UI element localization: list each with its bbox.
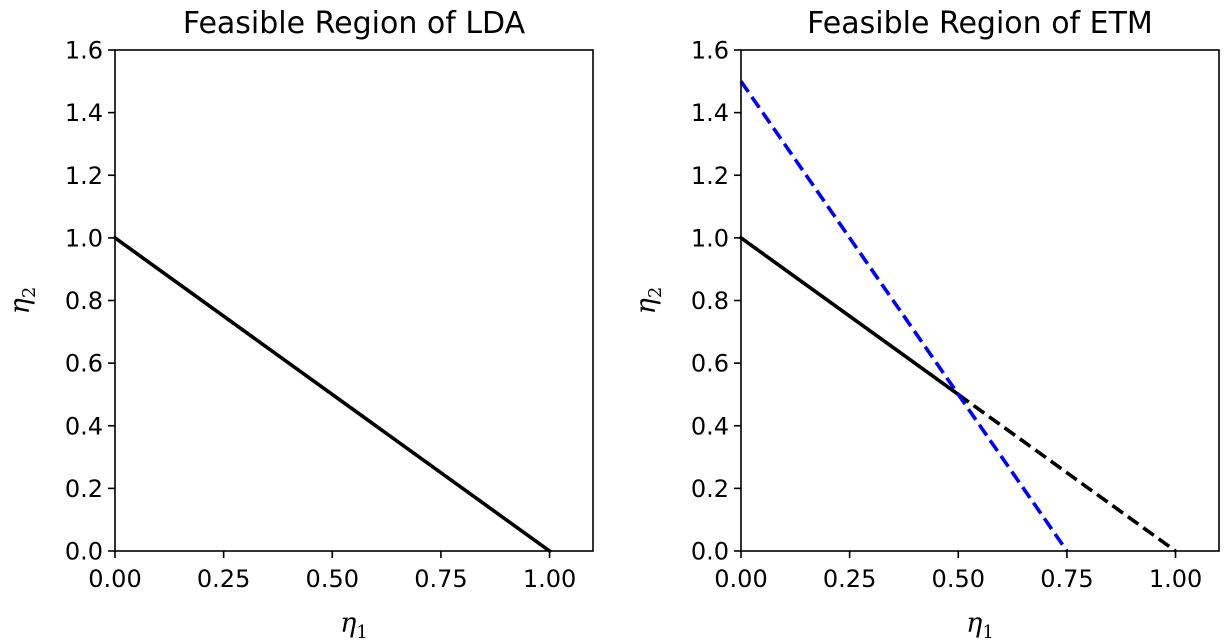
series-line-1 bbox=[112, 235, 553, 554]
x-axis-label: η1 bbox=[340, 608, 368, 643]
y-tick-label: 0.0 bbox=[65, 538, 103, 566]
y-tick-label: 0.8 bbox=[691, 287, 729, 315]
x-tick-label: 0.25 bbox=[823, 565, 876, 593]
y-tick-label: 0.2 bbox=[691, 475, 729, 503]
y-tick-label: 0.0 bbox=[691, 538, 729, 566]
y-tick-label: 0.6 bbox=[691, 350, 729, 378]
chart-panel-2: 0.00 0.25 0.50 0.75 1.00 0.0 0.2 0.4 0.6 0.8 1.0 1.… bbox=[631, 6, 1220, 643]
x-tick-label: 0.00 bbox=[714, 565, 767, 593]
x-tick-label: 1.00 bbox=[1149, 565, 1202, 593]
y-tick-label: 1.4 bbox=[691, 99, 729, 127]
y-tick-label: 0.4 bbox=[65, 412, 103, 440]
chart-title: Feasible Region of LDA bbox=[183, 6, 526, 41]
x-tick-label: 1.00 bbox=[523, 565, 576, 593]
y-tick-label: 1.6 bbox=[691, 37, 729, 65]
y-tick-label: 0.2 bbox=[65, 475, 103, 503]
y-tick-label: 1.2 bbox=[65, 162, 103, 190]
y-tick-label: 0.4 bbox=[691, 412, 729, 440]
y-axis-label: η2 bbox=[631, 287, 666, 315]
y-tick-label: 1.0 bbox=[65, 224, 103, 252]
y-axis-label: η2 bbox=[5, 287, 40, 315]
x-axis-label: η1 bbox=[966, 608, 994, 643]
plot-frame bbox=[114, 49, 594, 552]
y-tick-label: 1.2 bbox=[691, 162, 729, 190]
series-line-2 bbox=[957, 392, 1177, 553]
plot-frame bbox=[740, 49, 1220, 552]
y-tick-label: 0.8 bbox=[65, 287, 103, 315]
x-tick-label: 0.25 bbox=[197, 565, 250, 593]
chart-title: Feasible Region of ETM bbox=[807, 6, 1153, 41]
x-tick-label: 0.50 bbox=[932, 565, 985, 593]
x-tick-label: 0.50 bbox=[306, 565, 359, 593]
y-tick-label: 1.4 bbox=[65, 99, 103, 127]
x-tick-label: 0.75 bbox=[1040, 565, 1093, 593]
chart-panel-1: 0.00 0.25 0.50 0.75 1.00 0.0 0.2 0.4 0.6 0.8 1.0 1.… bbox=[5, 6, 594, 643]
x-tick-label: 0.00 bbox=[88, 565, 141, 593]
series-line-1 bbox=[738, 235, 961, 397]
x-tick-label: 0.75 bbox=[414, 565, 467, 593]
series-line-3 bbox=[739, 80, 1069, 553]
y-tick-label: 0.6 bbox=[65, 350, 103, 378]
y-tick-label: 1.0 bbox=[691, 224, 729, 252]
y-tick-label: 1.6 bbox=[65, 37, 103, 65]
